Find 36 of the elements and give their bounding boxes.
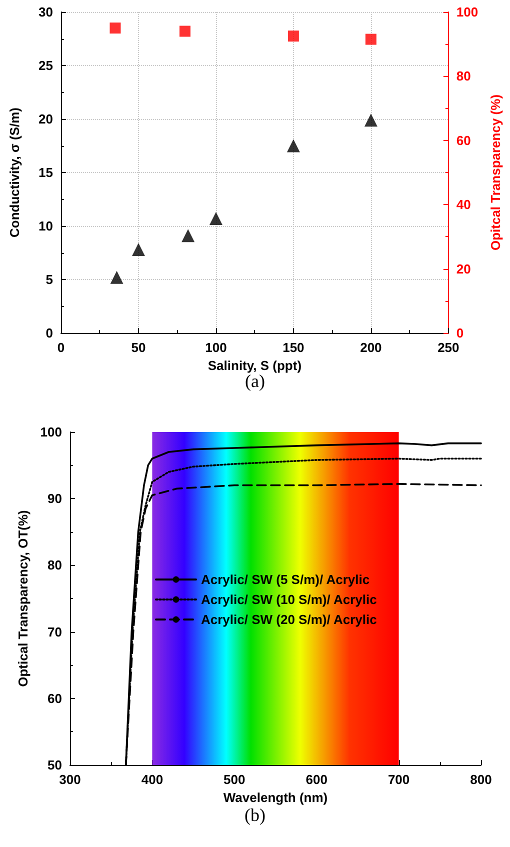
y-tick-label: 90 [48,491,62,506]
x-tick-label: 100 [205,340,227,355]
text: (b) [244,805,266,825]
x-axis-title: Wavelength (nm) [223,790,328,805]
y-tick-label: 0 [46,326,53,340]
x-tick-label: 300 [59,772,81,787]
x-tick-label: 400 [141,772,164,787]
x-tick-label: 150 [282,340,304,355]
y-tick-label: 10 [38,218,53,234]
x-tick-label: 250 [438,340,460,355]
y-tick-label: 30 [38,4,53,20]
y2-tick-label: 80 [456,68,471,84]
y2-tick-label: 40 [456,197,471,212]
y2-tick-label: 0 [456,326,464,340]
y2-axis-title: Opitcal Transparency (%) [488,94,503,251]
y2-tick-label: 60 [456,132,471,148]
y-axis-title: Optical Transparency, OT(%) [15,510,30,687]
y-tick-label: 20 [38,112,53,126]
y-tick-label: 100 [40,424,62,440]
y-tick-label: 50 [48,758,62,772]
x-axis-title: Salinity, S (ppt) [208,358,302,373]
x-tick-label: 800 [470,772,492,787]
x-tick-label: 700 [388,772,410,787]
y2-tick-label: 20 [456,261,471,276]
y-tick-label: 70 [48,624,62,640]
x-tick-label: 600 [306,772,328,787]
y-tick-label: 5 [46,272,53,287]
y-axis-title: Conductivity, σ (S/m) [7,108,22,238]
y-tick-label: 15 [38,165,53,180]
y-tick-label: 60 [48,690,62,706]
y-tick-label: 80 [48,558,62,573]
y-tick-label: 25 [38,58,53,73]
x-tick-label: 200 [360,340,382,355]
x-tick-label: 500 [224,772,246,787]
y2-tick-label: 100 [456,4,478,20]
x-tick-label: 50 [131,340,146,355]
